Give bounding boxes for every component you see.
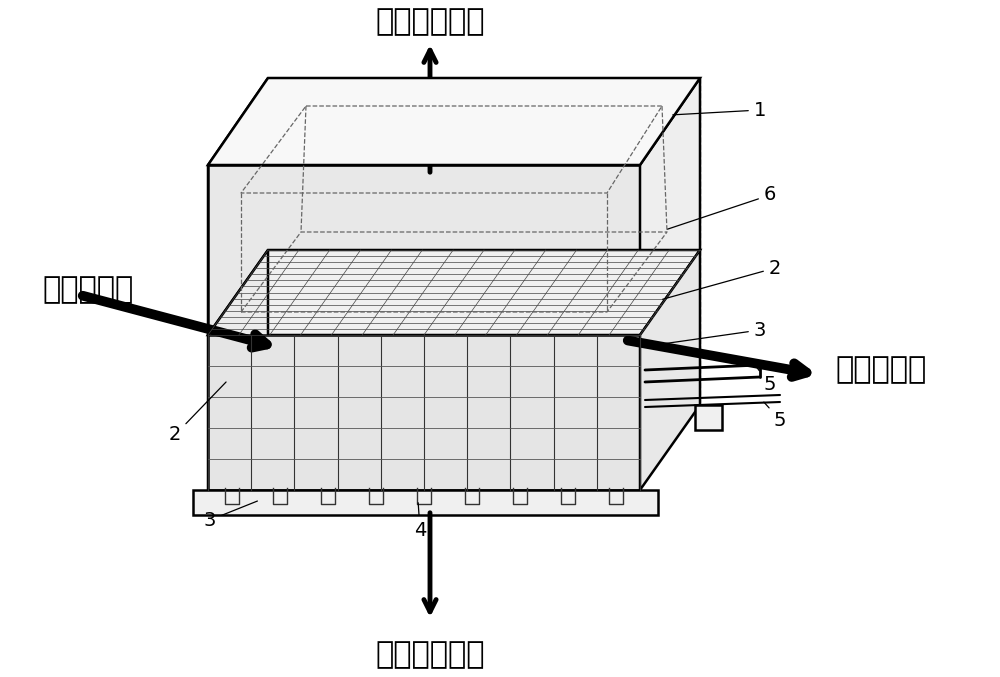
Polygon shape — [640, 250, 700, 490]
Polygon shape — [208, 78, 700, 165]
Text: 1: 1 — [673, 100, 766, 120]
Polygon shape — [208, 250, 268, 490]
Text: 3: 3 — [658, 320, 766, 345]
Polygon shape — [695, 405, 722, 430]
Polygon shape — [208, 250, 700, 335]
Polygon shape — [208, 165, 640, 335]
Text: 冷却剂输入: 冷却剂输入 — [42, 276, 133, 305]
Polygon shape — [208, 335, 640, 490]
Text: 6: 6 — [668, 185, 776, 229]
Polygon shape — [193, 490, 658, 515]
Text: 冷却剂输出: 冷却剂输出 — [835, 355, 926, 385]
Text: 热电效应散热: 热电效应散热 — [375, 640, 485, 670]
Text: 3: 3 — [204, 501, 257, 529]
Text: 5: 5 — [757, 367, 776, 395]
Text: 5: 5 — [764, 402, 786, 429]
Polygon shape — [640, 78, 700, 335]
Polygon shape — [208, 78, 268, 335]
Text: 4: 4 — [414, 503, 426, 540]
Text: 天空辐射散热: 天空辐射散热 — [375, 7, 485, 37]
Text: 2: 2 — [663, 259, 781, 299]
Text: 2: 2 — [169, 382, 226, 445]
